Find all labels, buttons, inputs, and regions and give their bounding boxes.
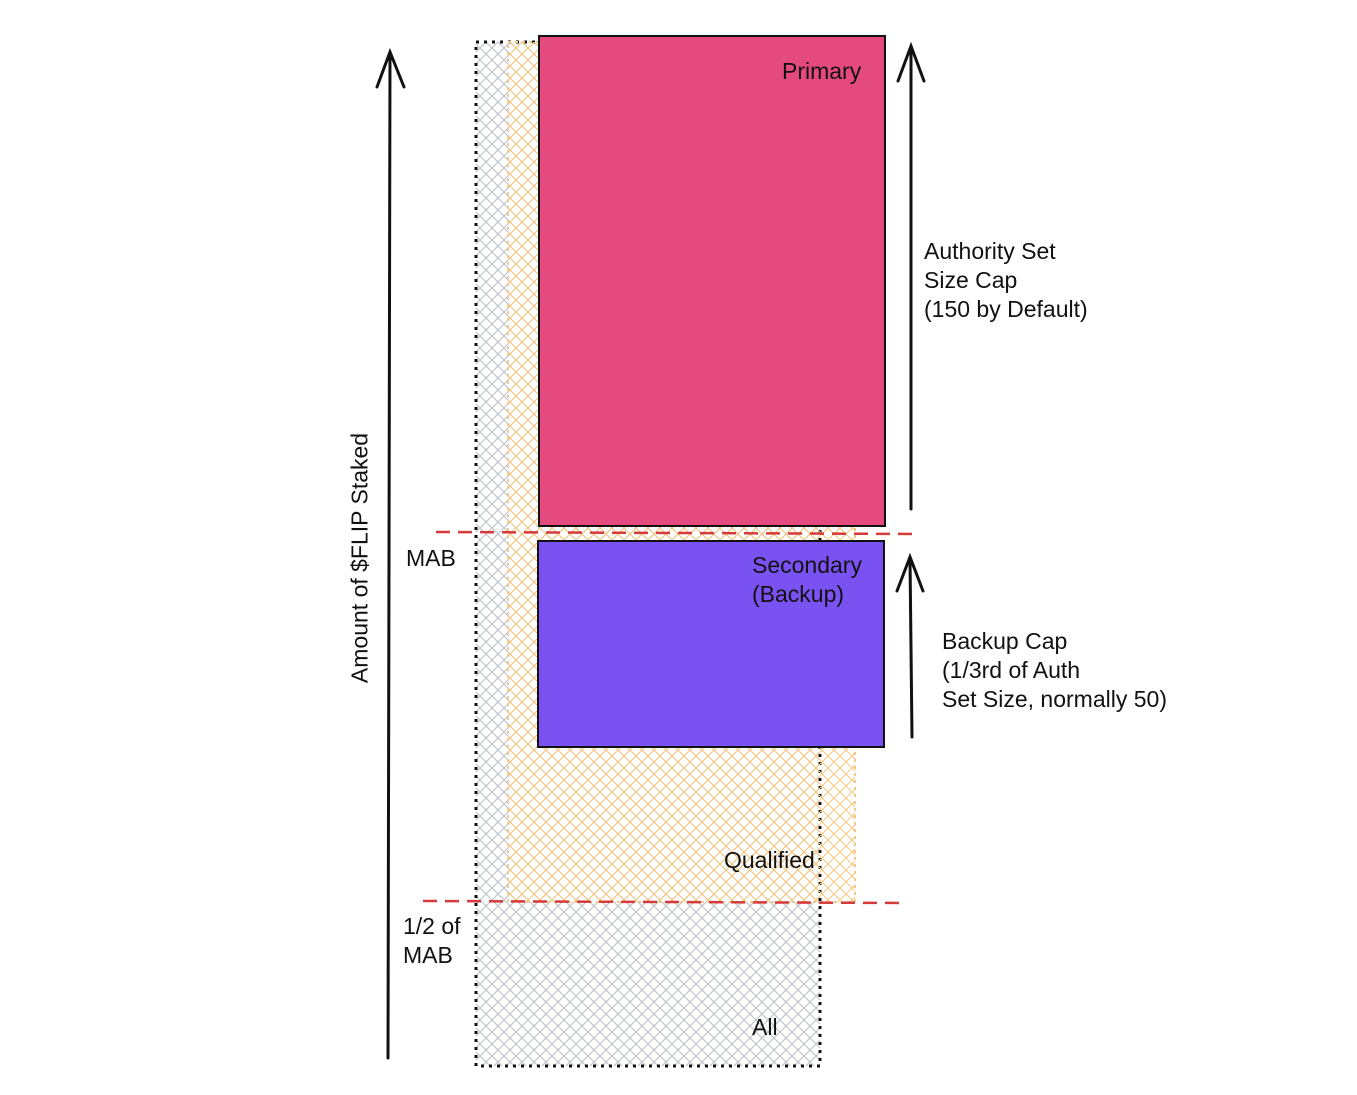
half-mab-threshold-line (422, 899, 907, 905)
half-mab-label: 1/2 of MAB (403, 913, 461, 968)
primary-label: Primary (782, 58, 862, 84)
primary-box (538, 35, 886, 527)
backup-cap-arrow (895, 552, 925, 739)
all-label: All (752, 1014, 778, 1040)
y-axis-arrow (375, 47, 406, 1060)
secondary-label: Secondary (Backup) (752, 552, 862, 607)
y-axis-label: Amount of $FLIP Staked (346, 432, 373, 684)
qualified-label: Qualified (724, 847, 815, 873)
secondary-box (537, 540, 885, 748)
backup-cap-label: Backup Cap (1/3rd of Auth Set Size, norm… (942, 628, 1167, 712)
authority-cap-arrow (896, 41, 926, 511)
mab-threshold-line (435, 530, 919, 536)
mab-label: MAB (406, 545, 456, 571)
authority-cap-label: Authority Set Size Cap (150 by Default) (924, 238, 1088, 322)
